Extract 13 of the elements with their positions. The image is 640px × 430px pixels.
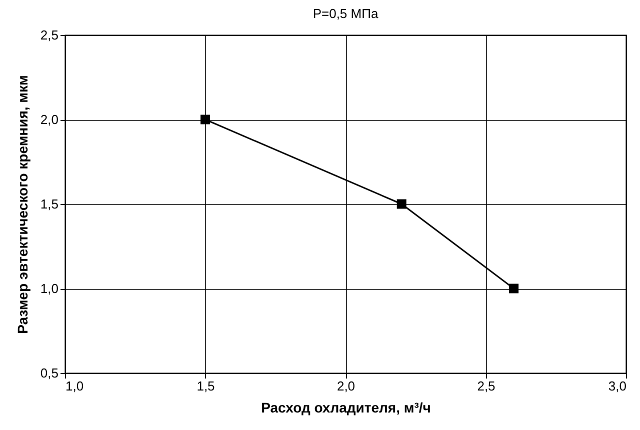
y-axis-title: Размер эвтектического кремния, мкм bbox=[14, 75, 30, 334]
y-tick-label: 1,5 bbox=[40, 196, 58, 212]
x-tick-label: 3,0 bbox=[608, 378, 626, 394]
y-tick-label: 2,0 bbox=[40, 112, 58, 127]
chart-title: P=0,5 МПа bbox=[312, 6, 379, 21]
x-axis-title: Расход охладителя, м³/ч bbox=[261, 400, 431, 416]
x-tick-label: 1,0 bbox=[66, 378, 84, 394]
x-tick-label: 2,5 bbox=[477, 378, 496, 394]
x-tick-label: 2,0 bbox=[336, 378, 356, 394]
y-tick-label: 0,5 bbox=[40, 366, 58, 380]
x-tick-label: 1,5 bbox=[196, 378, 215, 394]
y-tick-label: 1,0 bbox=[40, 281, 58, 296]
y-tick-label: 2,5 bbox=[40, 28, 58, 42]
